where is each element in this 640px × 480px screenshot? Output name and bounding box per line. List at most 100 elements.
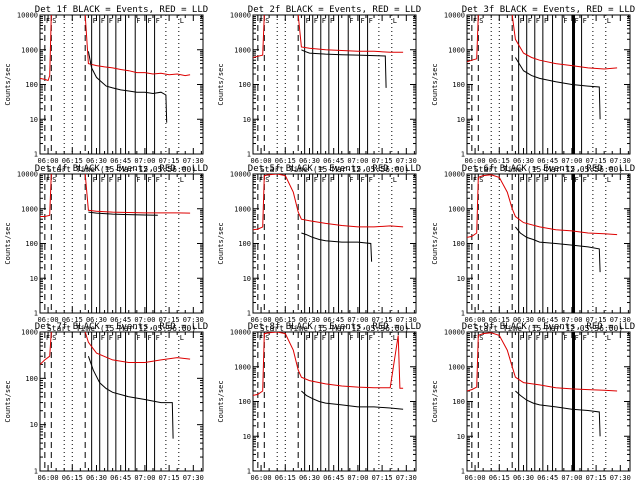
x-tick-label: 06:30 [86,474,107,480]
flag-label: F [314,17,318,25]
x-tick-label: 06:45 [110,474,131,480]
x-tick-label: 06:00 [38,474,59,480]
flag-label: F [101,334,105,342]
y-axis-label: Counts/sec [217,380,225,422]
flag-label: L [607,334,611,342]
y-tick-label: 1 [34,151,38,159]
lld-red-series [467,15,479,63]
y-tick-label: 1000 [21,205,38,213]
flag-label: S [52,17,56,25]
events-black-series [87,356,174,439]
flag-label: F [349,334,353,342]
x-tick-label: 06:30 [86,157,107,165]
x-tick-label: 06:15 [275,316,296,324]
y-axis-label: Counts/sec [431,63,439,105]
y-tick-label: 10000 [17,12,38,20]
y-tick-label: 100 [238,398,251,406]
lld-red-series [253,174,404,231]
panel-title: Det 7f BLACK = Events, RED = LLD [35,322,208,332]
y-tick-label: 1000 [448,46,465,54]
flag-label: F [583,334,587,342]
x-tick-label: 06:30 [513,157,534,165]
panel-title: Det 6f BLACK = Events, RED = LLD [462,164,635,174]
x-tick-label: 07:30 [610,316,631,324]
y-tick-label: 10 [243,116,251,124]
lld-red-series [467,174,618,238]
y-tick-label: 10000 [17,171,38,179]
x-tick-label: 07:00 [347,157,368,165]
x-tick-label: 07:00 [347,474,368,480]
flag-label: S [52,176,56,184]
flag-label: F [156,176,160,184]
x-tick-label: 06:15 [489,316,510,324]
flag-label: F [306,176,310,184]
x-tick-label: 06:00 [465,474,486,480]
flag-label: F [583,17,587,25]
events-black-series [515,226,601,273]
flag-label: F [575,17,579,25]
x-tick-label: 07:15 [159,474,180,480]
x-tick-label: 06:30 [299,157,320,165]
flag-label: F [117,334,121,342]
y-axis-label: Counts/sec [4,63,12,105]
flag-label: L [607,17,611,25]
y-tick-label: 100 [452,398,465,406]
panel-title: Det 8f BLACK = Events, RED = LLD [248,322,421,332]
y-tick-label: 100 [238,81,251,89]
y-tick-label: 10 [457,275,465,283]
events-black-series [301,232,373,262]
flag-label: F [136,17,140,25]
y-axis-label: Counts/sec [431,222,439,264]
y-tick-label: 10 [243,433,251,441]
events-black-series [87,51,168,123]
x-tick-label: 06:15 [62,157,83,165]
flag-label: F [330,17,334,25]
flag-label: F [322,176,326,184]
flag-label: F [93,17,97,25]
flag-label: F [109,176,113,184]
flag-label: F [330,334,334,342]
plot-area [467,332,618,471]
y-tick-label: 100 [25,81,38,89]
panel-det-1f: Det 1f BLACK = Events, RED = LLD10000100… [4,5,208,174]
panel-title: Det 5f BLACK = Events, RED = LLD [248,164,421,174]
y-tick-label: 1 [461,310,465,318]
y-tick-label: 10 [243,275,251,283]
events-black-series [301,390,404,410]
flag-label: F [544,334,548,342]
x-tick-label: 07:15 [586,316,607,324]
flag-label: F [563,334,567,342]
flag-label: F [361,176,365,184]
x-tick-label: 07:30 [183,474,204,480]
x-tick-label: 06:45 [537,316,558,324]
x-axis-label: Start Time (15-Mar-12 05:56:00) [47,165,196,174]
flag-label: F [330,176,334,184]
y-tick-label: 1 [247,151,251,159]
x-tick-label: 06:15 [62,316,83,324]
flag-label: F [322,17,326,25]
x-tick-label: 06:45 [537,157,558,165]
x-tick-label: 06:45 [110,157,131,165]
flag-label: F [536,176,540,184]
flag-label: F [109,334,113,342]
y-tick-label: 1000 [448,205,465,213]
flag-label: F [148,176,152,184]
x-axis-label: Start Time (15-Mar-12 05:56:00) [474,165,623,174]
flag-label: F [575,334,579,342]
y-tick-label: 10000 [444,171,465,179]
y-tick-label: 10 [457,433,465,441]
x-tick-label: 07:15 [372,157,393,165]
flag-label: L [393,176,397,184]
flag-label: F [473,334,477,342]
y-tick-label: 10 [457,116,465,124]
y-tick-label: 100 [452,240,465,248]
x-tick-label: 06:15 [275,157,296,165]
lld-red-series [40,174,52,217]
y-tick-label: 1000 [21,329,38,337]
y-tick-label: 10000 [230,12,251,20]
y-tick-label: 10000 [230,171,251,179]
y-tick-label: 1000 [234,363,251,371]
y-tick-label: 100 [25,240,38,248]
flag-label: F [349,176,353,184]
